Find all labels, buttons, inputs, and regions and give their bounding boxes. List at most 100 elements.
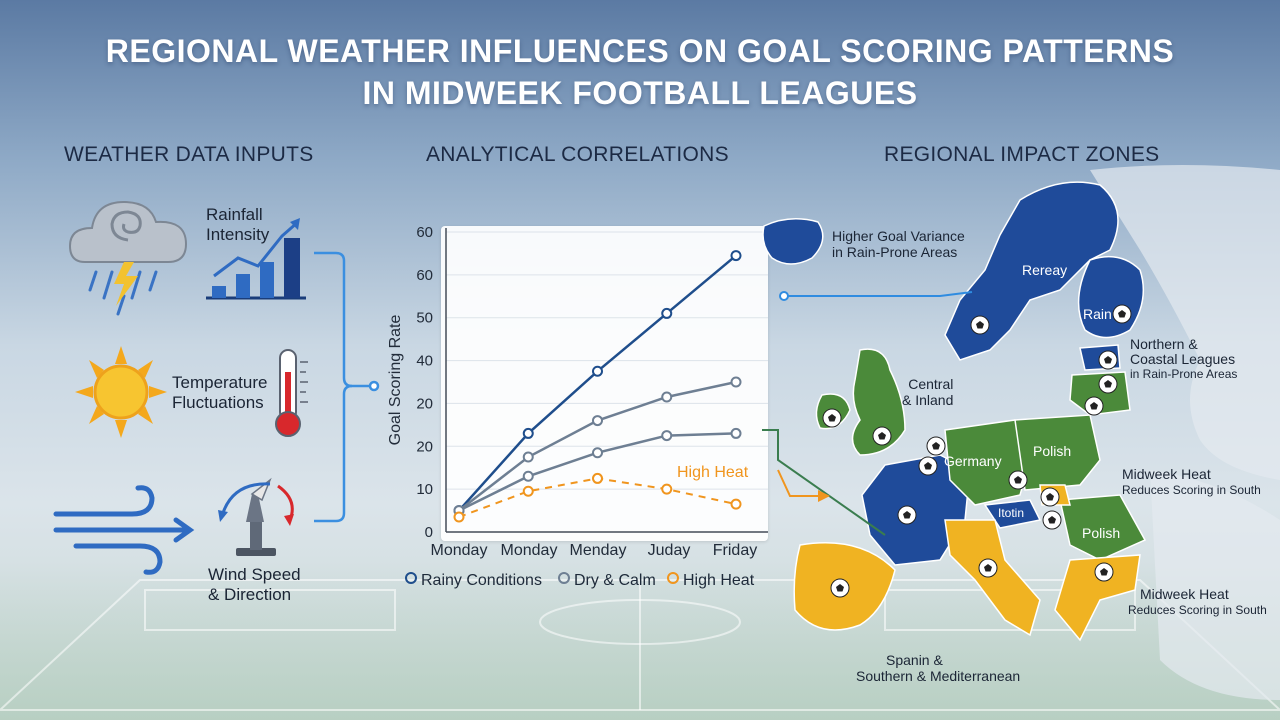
legend-label-rainy: Rainy Conditions — [421, 572, 542, 589]
soccer-ball-icon — [897, 505, 917, 525]
soccer-ball-icon — [978, 558, 998, 578]
temperature-label-line2: Fluctuations — [172, 393, 264, 412]
heading-weather-inputs: WEATHER DATA INPUTS — [64, 143, 314, 166]
zone-north — [762, 181, 1145, 566]
y-tick-label-1: 10 — [416, 481, 433, 498]
data-point-3-2 — [592, 472, 603, 484]
wind-label-line1: Wind Speed — [208, 565, 301, 584]
label-central-line1: Central — [908, 376, 954, 392]
soccer-ball-icon — [1112, 304, 1132, 324]
sun-icon — [75, 346, 167, 438]
legend-item-heat: High Heat — [667, 572, 754, 590]
temperature-label-line1: Temperature — [172, 373, 268, 392]
wind-label: Wind Speed & Direction — [208, 565, 301, 605]
thermometer-icon — [275, 349, 308, 437]
label-central-line2: & Inland — [902, 392, 954, 408]
rainfall-label-line1: Rainfall — [206, 205, 263, 224]
x-tick-label-2: Menday — [570, 542, 627, 559]
wind-label-line2: & Direction — [208, 585, 292, 604]
balkans-shape — [1054, 554, 1141, 642]
heading-analytical-correlations: ANALYTICAL CORRELATIONS — [426, 143, 729, 166]
data-point-1-2 — [592, 415, 603, 427]
data-point-2-4 — [730, 427, 742, 439]
label-northern-line3: in Rain-Prone Areas — [1130, 367, 1238, 381]
soccer-ball-markers — [822, 304, 1132, 598]
label-heat-1: Midweek Heat Reduces Scoring in South — [1122, 466, 1261, 498]
rainfall-label: Rainfall Intensity — [206, 205, 269, 245]
legend-marker-rainy — [405, 572, 417, 584]
label-heat-2: Midweek Heat Reduces Scoring in South — [1128, 586, 1267, 618]
data-point-2-1 — [522, 470, 534, 482]
y-tick-label-2: 20 — [416, 438, 433, 455]
label-higher-variance: Higher Goal Variance in Rain-Prone Areas — [832, 228, 965, 260]
title-line-2: IN MIDWEEK FOOTBALL LEAGUES — [362, 75, 918, 111]
chart-background — [441, 226, 768, 541]
y-tick-label-6: 60 — [416, 267, 433, 284]
label-polish-1: Polish — [1033, 443, 1072, 459]
soccer-ball-icon — [1094, 562, 1114, 582]
legend-marker-dry — [558, 572, 570, 584]
y-tick-label-4: 40 — [416, 353, 433, 370]
data-point-1-4 — [730, 376, 742, 388]
connector-heat — [777, 469, 820, 497]
label-higher-variance-line2: in Rain-Prone Areas — [832, 244, 958, 260]
temperature-label: Temperature Fluctuations — [172, 373, 267, 413]
zone-central — [815, 348, 1147, 561]
soccer-ball-icon — [970, 315, 990, 335]
finland-shape — [1077, 255, 1145, 339]
label-itotin: Itotin — [998, 506, 1025, 520]
rainfall-label-line2: Intensity — [206, 225, 270, 244]
data-point-3-4 — [730, 498, 742, 510]
soccer-ball-icon — [830, 578, 850, 598]
label-heat-2-line2: Reduces Scoring in South — [1128, 603, 1267, 617]
anemometer-icon — [218, 477, 294, 556]
iceland-shape — [762, 218, 824, 265]
weather-inputs-panel — [53, 200, 380, 575]
soccer-ball-icon — [1098, 374, 1118, 394]
britain-shape — [851, 348, 906, 456]
y-axis-label: Goal Scoring Rate — [387, 315, 404, 446]
connector-central — [762, 429, 886, 536]
soccer-ball-icon — [1040, 487, 1060, 507]
label-rain: Rain — [1083, 306, 1112, 322]
y-tick-label-3: 20 — [416, 395, 433, 412]
y-tick-label-7: 60 — [416, 224, 433, 241]
data-point-3-0 — [453, 511, 465, 523]
label-rereay: Rereay — [1022, 262, 1068, 278]
legend-item-dry: Dry & Calm — [558, 572, 656, 590]
soccer-ball-icon — [926, 436, 946, 456]
x-tick-label-4: Friday — [713, 542, 757, 559]
label-heat-1-line1: Midweek Heat — [1122, 466, 1211, 482]
legend-label-heat: High Heat — [683, 572, 755, 589]
legend-item-rainy: Rainy Conditions — [405, 572, 542, 590]
legend-marker-heat — [667, 572, 679, 584]
italy-shape — [944, 519, 1041, 637]
data-point-0-1 — [522, 427, 534, 439]
soccer-ball-icon — [1084, 396, 1104, 416]
label-germany: Germany — [944, 453, 1002, 469]
label-central: Central & Inland — [902, 376, 953, 408]
data-point-0-2 — [592, 365, 603, 377]
soccer-ball-icon — [822, 408, 842, 428]
soccer-ball-icon — [918, 456, 938, 476]
legend-label-dry: Dry & Calm — [574, 572, 656, 589]
data-point-1-1 — [522, 451, 534, 463]
connector-lines — [314, 251, 380, 523]
annotation-high-heat: High Heat — [677, 464, 749, 481]
data-point-0-4 — [730, 250, 742, 262]
title-line-1: REGIONAL WEATHER INFLUENCES ON GOAL SCOR… — [105, 33, 1175, 69]
label-polish-2: Polish — [1082, 525, 1121, 541]
label-higher-variance-line1: Higher Goal Variance — [832, 228, 965, 244]
x-tick-label-0: Monday — [431, 542, 488, 559]
data-point-0-3 — [661, 307, 673, 319]
page-title: REGIONAL WEATHER INFLUENCES ON GOAL SCOR… — [0, 30, 1280, 114]
connector-north — [784, 291, 973, 297]
connector-north-dot — [779, 291, 789, 301]
x-tick-label-1: Monday — [501, 542, 558, 559]
label-spain-line2: Southern & Mediterranean — [856, 668, 1021, 684]
label-northern-line1: Northern & — [1130, 336, 1198, 352]
soccer-ball-icon — [1008, 470, 1028, 490]
storm-cloud-icon — [68, 200, 188, 316]
